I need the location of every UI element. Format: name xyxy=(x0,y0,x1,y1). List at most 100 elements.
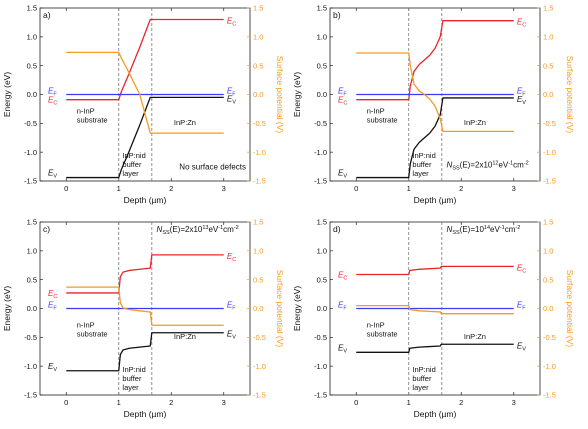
x-tick-label: 0 xyxy=(64,184,68,193)
y-tick-label: 0.5 xyxy=(317,275,327,284)
region-buffer-label: buffer xyxy=(412,160,432,169)
y-tick-label: -0.5 xyxy=(314,119,327,128)
ef-label-right: EF xyxy=(227,87,236,98)
x-axis-label: Depth (µm) xyxy=(124,195,167,205)
ef-label-right: EF xyxy=(517,301,526,312)
y-tick-label: -0.5 xyxy=(24,119,37,128)
x-tick-label: 3 xyxy=(512,398,516,407)
x-tick-label: 2 xyxy=(459,398,463,407)
y2-tick-label: -0.5 xyxy=(543,333,556,342)
y-tick-label: -1.5 xyxy=(24,177,37,186)
region-buffer-label: buffer xyxy=(122,160,142,169)
x-tick-label: 1 xyxy=(407,398,411,407)
y2-tick-label: 1.5 xyxy=(253,218,263,227)
panel-label: c) xyxy=(43,224,50,234)
region-inpzn-label: InP:Zn xyxy=(174,118,196,127)
y2-tick-label: 1.0 xyxy=(543,246,553,255)
x-tick-label: 3 xyxy=(512,184,516,193)
ev-label-right: EV xyxy=(227,94,236,105)
x-tick-label: 0 xyxy=(64,398,68,407)
region-substrate-label: n-InP xyxy=(367,321,385,330)
y-tick-label: -1.0 xyxy=(314,362,327,371)
x-tick-label: 1 xyxy=(407,184,411,193)
series-ev xyxy=(356,343,514,353)
x-tick-label: 2 xyxy=(169,184,173,193)
ev-label-right: EV xyxy=(227,330,236,341)
y2-tick-label: 0.5 xyxy=(543,61,553,70)
x-tick-label: 3 xyxy=(222,184,226,193)
y-tick-label: -0.5 xyxy=(24,333,37,342)
ec-label-right: EC xyxy=(517,263,526,274)
x-tick-label: 2 xyxy=(169,398,173,407)
x-tick-label: 2 xyxy=(459,184,463,193)
y2-tick-label: -1.0 xyxy=(253,148,266,157)
panel-c: 0 1 2 3 -1.5 -1.0 -0.5 0.0 0.5 1.0 1.5 -1.5 -1.0 -0.5… xyxy=(2,218,285,419)
region-buffer-label: InP:nid xyxy=(412,365,435,374)
y2-tick-label: -1.5 xyxy=(543,177,556,186)
y2-tick-label: 0.5 xyxy=(543,275,553,284)
ev-label-left: EV xyxy=(48,169,57,180)
y2-tick-label: 1.5 xyxy=(543,218,553,227)
region-inpzn-label: InP:Zn xyxy=(464,118,486,127)
ev-label-right: EV xyxy=(517,341,526,352)
y-tick-label: 1.5 xyxy=(317,4,327,13)
y2-tick-label: 1.0 xyxy=(253,32,263,41)
region-buffer-label: buffer xyxy=(122,374,142,383)
y2-tick-label: -1.5 xyxy=(253,391,266,400)
x-tick-label: 0 xyxy=(354,184,358,193)
y-tick-label: 1.0 xyxy=(317,32,327,41)
y-tick-label: 1.0 xyxy=(27,246,37,255)
y-tick-label: 1.5 xyxy=(317,218,327,227)
y-tick-label: -1.5 xyxy=(314,391,327,400)
y-axis-label: Energy (eV) xyxy=(292,72,302,118)
ev-label-left: EV xyxy=(338,169,347,180)
region-buffer-label: layer xyxy=(412,169,429,178)
series-ev xyxy=(66,332,224,372)
series-ec xyxy=(356,20,514,101)
y-tick-label: 0.0 xyxy=(27,90,37,99)
y2-tick-label: 1.5 xyxy=(543,4,553,13)
y2-tick-label: -1.5 xyxy=(253,177,266,186)
y-tick-label: 0.0 xyxy=(317,90,327,99)
y2-tick-label: -1.0 xyxy=(543,362,556,371)
y2-tick-label: 0.0 xyxy=(253,304,263,313)
y2-tick-label: 1.0 xyxy=(253,246,263,255)
ef-label-right: EF xyxy=(227,301,236,312)
y2-axis-label: Surface potential (V) xyxy=(565,56,575,134)
ec-label-right: EC xyxy=(227,252,236,263)
y-tick-label: 0.5 xyxy=(317,61,327,70)
y-tick-label: -1.0 xyxy=(24,148,37,157)
ev-label-left: EV xyxy=(338,343,347,354)
y2-tick-label: 0.5 xyxy=(253,275,263,284)
region-buffer-label: InP:nid xyxy=(122,365,145,374)
ev-label-right: EV xyxy=(517,95,526,106)
region-buffer-label: layer xyxy=(122,383,139,392)
series-ec xyxy=(356,265,514,276)
x-axis-label: Depth (µm) xyxy=(124,409,167,419)
y2-tick-label: -1.0 xyxy=(253,362,266,371)
y-axis-label: Energy (eV) xyxy=(2,286,12,332)
panel-a: 0 1 2 3 -1.5 -1.0 -0.5 0.0 0.5 1.0 1.5 -1.5 -1.0 -0.5… xyxy=(2,4,285,205)
region-substrate-label: substrate xyxy=(367,116,398,125)
region-buffer-label: layer xyxy=(412,383,429,392)
nss-annotation: NSS(E)=1014eV-1cm-2 xyxy=(447,225,521,236)
ec-label-right: EC xyxy=(517,18,526,29)
y2-tick-label: -0.5 xyxy=(543,119,556,128)
y-tick-label: 1.0 xyxy=(317,246,327,255)
y2-axis-label: Surface potential (V) xyxy=(275,56,285,134)
series-ev xyxy=(356,97,514,179)
ec-label-left: EC xyxy=(48,289,57,300)
y2-tick-label: -0.5 xyxy=(253,119,266,128)
y-axis-label: Energy (eV) xyxy=(292,286,302,332)
y-tick-label: 0.0 xyxy=(27,304,37,313)
x-tick-label: 1 xyxy=(117,184,121,193)
region-substrate-label: n-InP xyxy=(77,107,95,116)
region-buffer-label: buffer xyxy=(412,374,432,383)
y2-tick-label: -1.5 xyxy=(543,391,556,400)
ef-label-right: EF xyxy=(517,87,526,98)
panel-b: 0 1 2 3 -1.5 -1.0 -0.5 0.0 0.5 1.0 1.5 -1.5 -1.0 -0.5… xyxy=(292,4,575,205)
ef-label-left: EF xyxy=(48,301,57,312)
series-sp xyxy=(66,51,224,134)
x-tick-label: 1 xyxy=(117,398,121,407)
